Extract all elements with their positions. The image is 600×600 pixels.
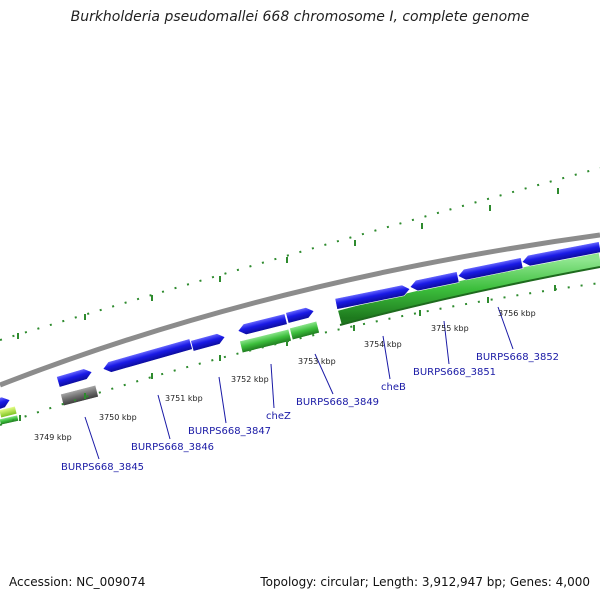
pseudogene-block[interactable] bbox=[60, 384, 99, 407]
gene-label[interactable]: cheB bbox=[381, 382, 406, 393]
kbp-label: 3756 kbp bbox=[498, 309, 536, 318]
map-title: Burkholderia pseudomallei 668 chromosome… bbox=[70, 9, 530, 25]
gene-block-forward[interactable] bbox=[521, 241, 600, 268]
kbp-label: 3752 kbp bbox=[231, 375, 269, 384]
gene-block-forward[interactable] bbox=[190, 332, 227, 352]
kbp-label: 3751 kbp bbox=[165, 394, 203, 403]
kbp-label: 3755 kbp bbox=[431, 324, 469, 333]
gene-leader-line bbox=[443, 320, 450, 365]
gene-label[interactable]: BURPS668_3852 bbox=[476, 352, 559, 363]
gene-leader-line bbox=[497, 306, 514, 350]
gene-leader-line bbox=[314, 353, 334, 395]
gene-block-forward[interactable] bbox=[0, 395, 12, 410]
gene-leader-line bbox=[382, 335, 391, 380]
kbp-label: 3749 kbp bbox=[34, 433, 72, 442]
gene-leader-line bbox=[270, 363, 275, 409]
gene-block-forward[interactable] bbox=[56, 367, 93, 388]
gene-block-forward[interactable] bbox=[285, 306, 316, 324]
gene-block-reverse[interactable] bbox=[0, 414, 20, 426]
gene-block-forward[interactable] bbox=[457, 257, 524, 282]
gene-block-reverse[interactable] bbox=[289, 320, 320, 341]
reverse-strand-band bbox=[338, 252, 600, 326]
gene-label[interactable]: BURPS668_3846 bbox=[131, 442, 214, 453]
gene-block-reverse[interactable] bbox=[0, 405, 18, 419]
gene-block-forward[interactable] bbox=[409, 271, 460, 293]
gene-label[interactable]: BURPS668_3849 bbox=[296, 397, 379, 408]
gene-label[interactable]: cheZ bbox=[266, 411, 291, 422]
gene-label[interactable]: BURPS668_3851 bbox=[413, 367, 496, 378]
gene-leader-line bbox=[218, 376, 227, 424]
genome-backbone bbox=[0, 232, 600, 388]
gene-block-reverse[interactable] bbox=[239, 328, 292, 354]
gene-leader-line bbox=[157, 394, 171, 440]
kbp-label: 3750 kbp bbox=[99, 413, 137, 422]
gene-label[interactable]: BURPS668_3845 bbox=[61, 462, 144, 473]
kbp-label: 3754 kbp bbox=[364, 340, 402, 349]
genome-summary-text: Topology: circular; Length: 3,912,947 bp… bbox=[260, 575, 590, 589]
gene-block-forward[interactable] bbox=[237, 313, 288, 337]
reverse-strand-band-edge bbox=[339, 266, 600, 326]
gene-leader-line bbox=[84, 416, 100, 460]
kbp-label: 3753 kbp bbox=[298, 357, 336, 366]
gene-label[interactable]: BURPS668_3847 bbox=[188, 426, 271, 437]
gene-block-forward[interactable] bbox=[101, 338, 193, 375]
gene-block-forward[interactable] bbox=[334, 284, 411, 310]
outer-tick-ring-minor bbox=[0, 167, 600, 341]
accession-text: Accession: NC_009074 bbox=[9, 575, 146, 589]
